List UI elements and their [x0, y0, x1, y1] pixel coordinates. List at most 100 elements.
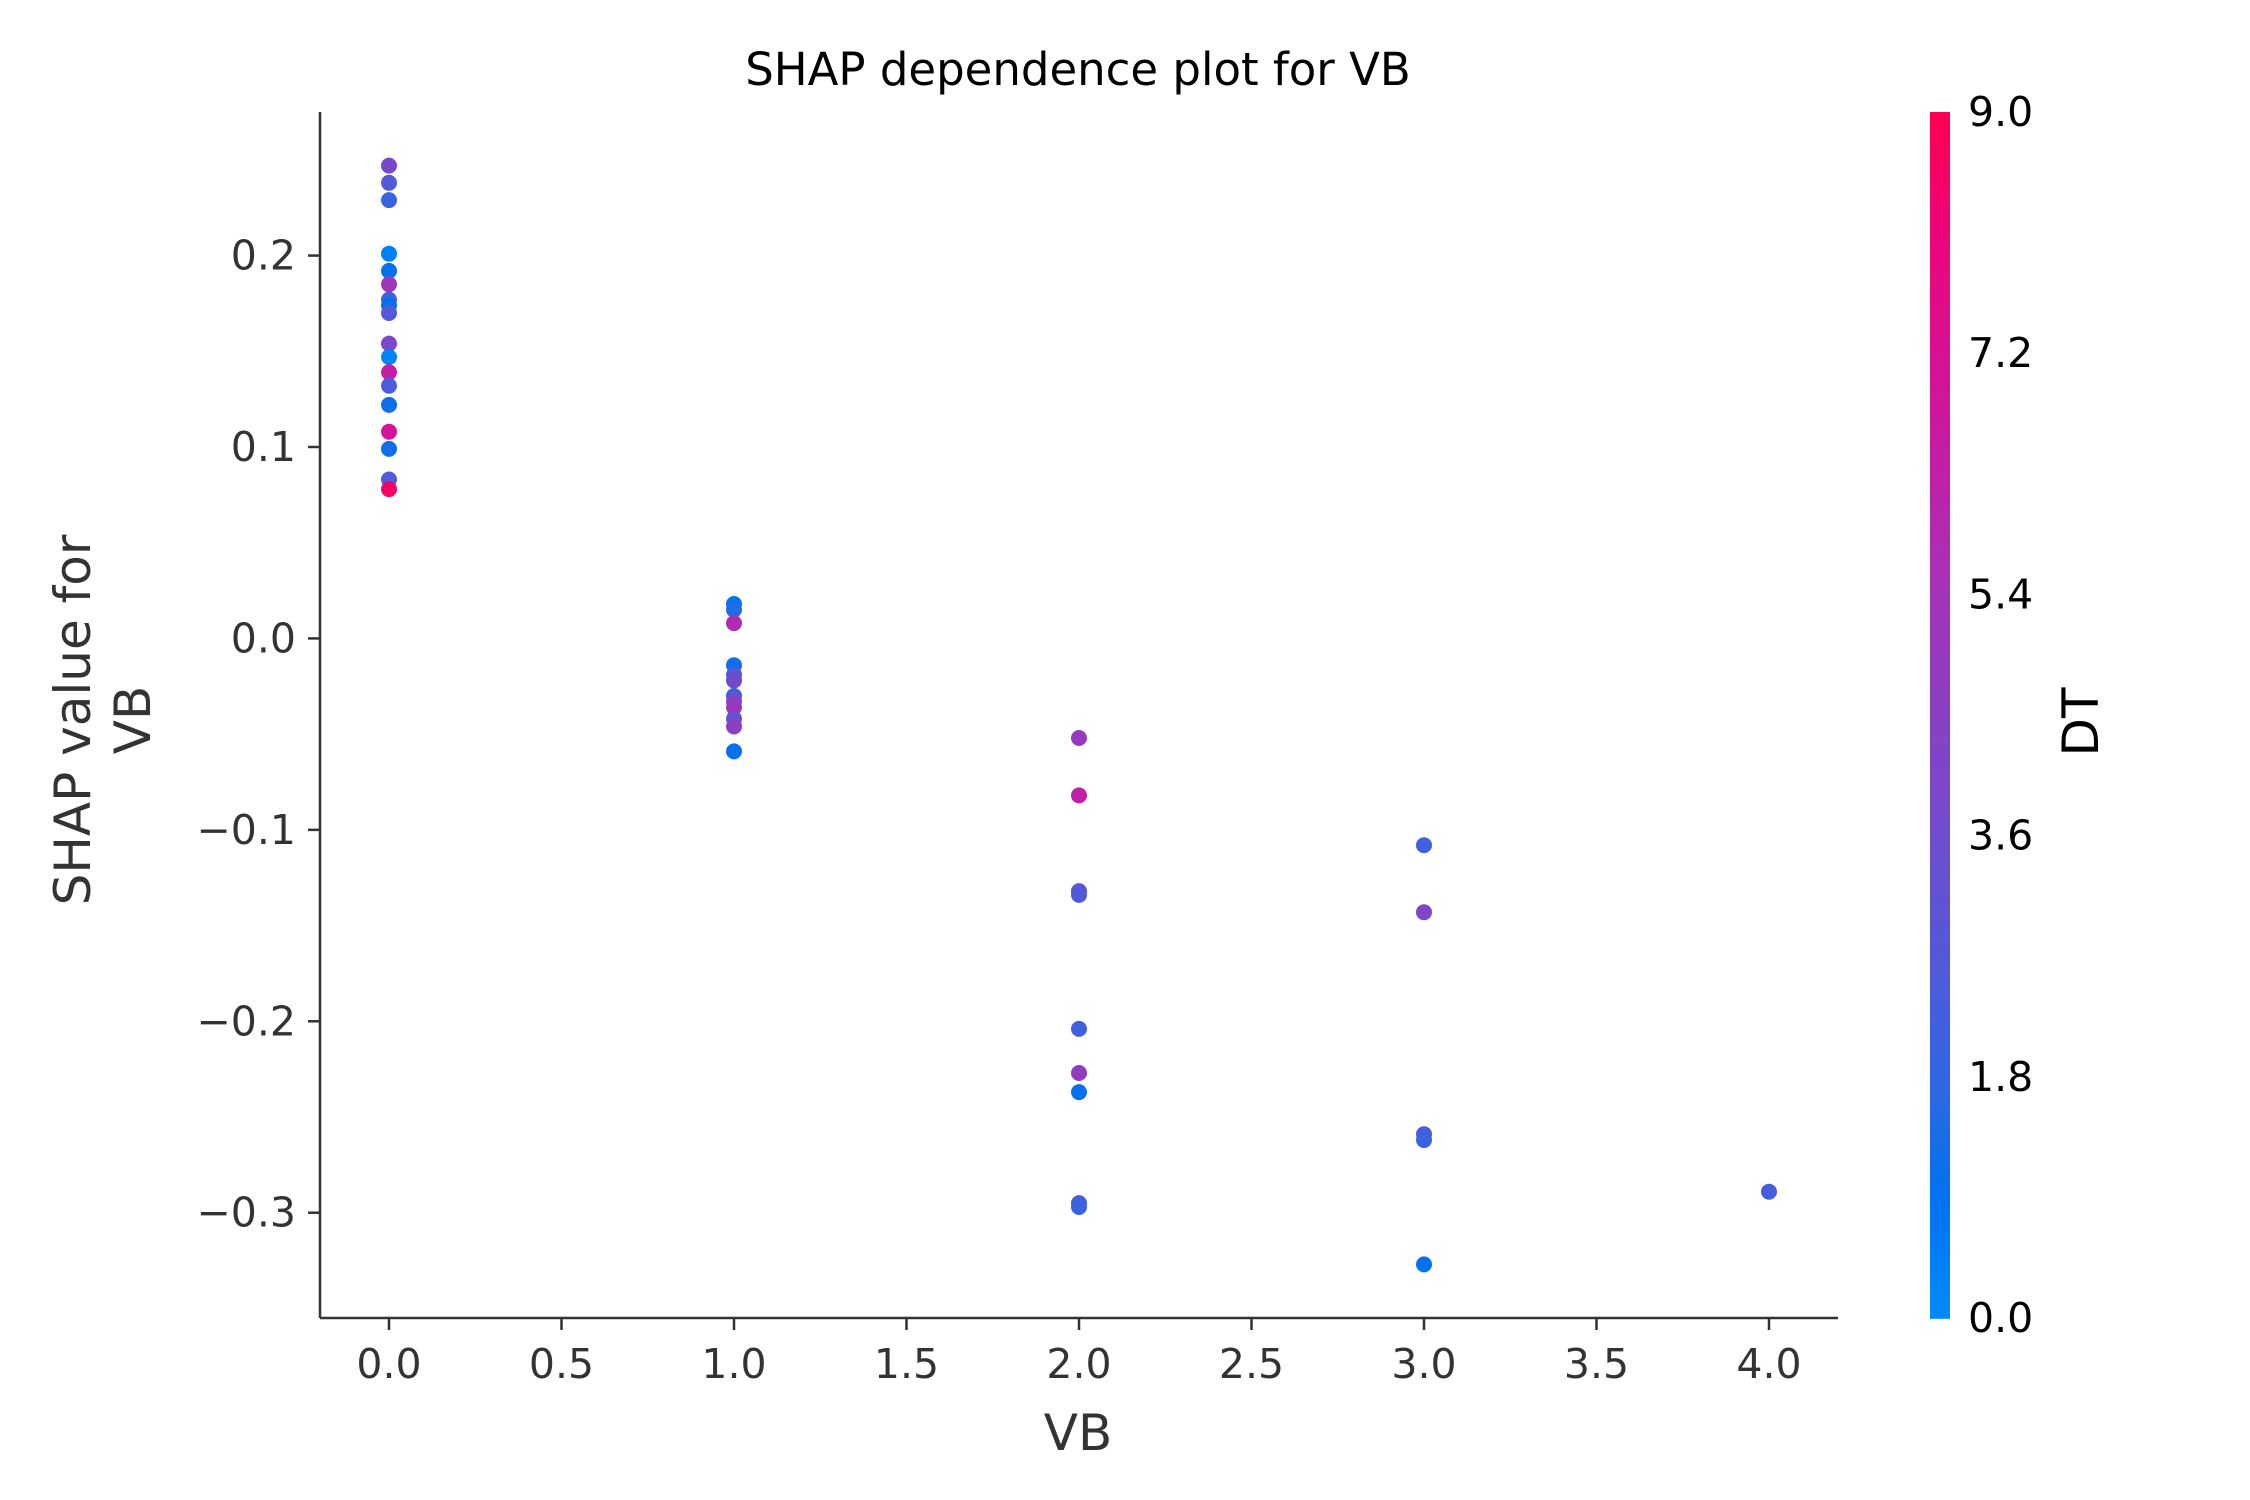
colorbar-band — [1930, 795, 1950, 807]
y-axis-label-line-1: SHAP value for — [44, 534, 102, 905]
data-point-14 — [381, 423, 397, 440]
colorbar-band — [1930, 212, 1950, 224]
x-tick-label: 3.5 — [1564, 1340, 1629, 1388]
colorbar-band — [1930, 765, 1950, 777]
data-point-12 — [381, 377, 397, 394]
colorbar-band — [1930, 996, 1950, 1008]
x-tick-label: 2.0 — [1046, 1340, 1111, 1388]
colorbar-band — [1930, 1096, 1950, 1108]
colorbar-band — [1930, 1016, 1950, 1028]
colorbar-label: DT — [2052, 687, 2110, 757]
colorbar-band — [1930, 202, 1950, 214]
x-tick-label: 1.0 — [701, 1340, 766, 1388]
colorbar-band — [1930, 1187, 1950, 1199]
data-point-23 — [726, 672, 742, 689]
colorbar-band — [1930, 162, 1950, 174]
colorbar-tick-label: 9.0 — [1968, 88, 2033, 136]
colorbar-band — [1930, 413, 1950, 425]
data-point-30 — [1071, 730, 1087, 746]
colorbar-band — [1930, 614, 1950, 626]
data-point-29 — [726, 743, 742, 760]
colorbar-band — [1930, 835, 1950, 847]
colorbar-band — [1930, 634, 1950, 646]
colorbar-band — [1930, 654, 1950, 666]
colorbar-band — [1930, 333, 1950, 344]
data-point-4 — [381, 262, 397, 279]
y-axis-label-line-2: VB — [104, 686, 162, 755]
colorbar-band — [1930, 493, 1950, 505]
x-tick-label: 2.5 — [1219, 1340, 1284, 1388]
colorbar-band — [1930, 644, 1950, 656]
colorbar-band — [1930, 1066, 1950, 1078]
colorbar-band — [1930, 182, 1950, 194]
y-tick-label: −0.2 — [196, 997, 296, 1045]
data-point-31 — [1071, 787, 1087, 804]
data-point-26 — [726, 699, 742, 716]
colorbar-band — [1930, 674, 1950, 686]
data-point-19 — [726, 601, 742, 618]
colorbar-band — [1930, 222, 1950, 234]
colorbar-band — [1930, 262, 1950, 274]
colorbar-band — [1930, 715, 1950, 726]
colorbar-band — [1930, 1006, 1950, 1018]
data-point-38 — [1071, 1199, 1087, 1215]
colorbar-band — [1930, 403, 1950, 415]
colorbar-ticks: 0.0 1.8 3.6 5.4 7.2 9.0 — [1968, 88, 2033, 1342]
colorbar-band — [1930, 534, 1950, 545]
data-point-28 — [726, 718, 742, 735]
colorbar-band — [1930, 775, 1950, 787]
colorbar-band — [1930, 1217, 1950, 1229]
colorbar-band — [1930, 1207, 1950, 1219]
colorbar-band — [1930, 725, 1950, 736]
x-axis-label: VB — [1044, 1404, 1113, 1462]
colorbar-band — [1930, 825, 1950, 837]
colorbar-band — [1930, 735, 1950, 746]
colorbar-band — [1930, 544, 1950, 555]
x-tick-label: 3.0 — [1391, 1340, 1456, 1388]
colorbar-band — [1930, 1127, 1950, 1138]
colorbar-band — [1930, 122, 1950, 133]
colorbar-tick-label: 7.2 — [1968, 329, 2033, 377]
colorbar-band — [1930, 473, 1950, 485]
data-point-33 — [1071, 886, 1087, 903]
y-axis-ticks: 0.2 0.1 0.0 −0.1 −0.2 −0.3 — [196, 232, 320, 1237]
colorbar-band — [1930, 1036, 1950, 1048]
y-tick-label: 0.0 — [231, 614, 296, 662]
y-tick-label: −0.1 — [196, 806, 296, 854]
colorbar-band — [1930, 926, 1950, 937]
colorbar-band — [1930, 1197, 1950, 1209]
x-tick-label: 4.0 — [1736, 1340, 1801, 1388]
chart-title: SHAP dependence plot for VB — [745, 43, 1411, 96]
data-point-9 — [381, 335, 397, 352]
colorbar-band — [1930, 946, 1950, 957]
colorbar-band — [1930, 1046, 1950, 1058]
data-point-10 — [381, 349, 397, 365]
colorbar-band — [1930, 1056, 1950, 1068]
colorbar-band — [1930, 393, 1950, 405]
colorbar-band — [1930, 373, 1950, 385]
colorbar-band — [1930, 1157, 1950, 1169]
colorbar-band — [1930, 594, 1950, 606]
colorbar-band — [1930, 694, 1950, 706]
data-point-44 — [1761, 1183, 1777, 1200]
data-point-36 — [1071, 1084, 1087, 1101]
colorbar-band — [1930, 1267, 1950, 1279]
x-tick-label: 0.5 — [529, 1340, 594, 1388]
data-point-17 — [381, 481, 397, 498]
colorbar-band — [1930, 1167, 1950, 1179]
data-point-35 — [1071, 1065, 1087, 1081]
colorbar-band — [1930, 1177, 1950, 1189]
colorbar-band — [1930, 1287, 1950, 1299]
x-tick-label: 1.5 — [874, 1340, 939, 1388]
data-point-43 — [1416, 1256, 1432, 1273]
colorbar-band — [1930, 1247, 1950, 1259]
data-point-42 — [1416, 1132, 1432, 1148]
colorbar-band — [1930, 1076, 1950, 1088]
colorbar-band — [1930, 554, 1950, 566]
y-tick-label: −0.3 — [196, 1189, 296, 1237]
colorbar-band — [1930, 855, 1950, 867]
colorbar-tick-label: 5.4 — [1968, 570, 2033, 618]
colorbar-band — [1930, 383, 1950, 395]
colorbar-band — [1930, 172, 1950, 184]
points-layer — [381, 157, 1777, 1273]
